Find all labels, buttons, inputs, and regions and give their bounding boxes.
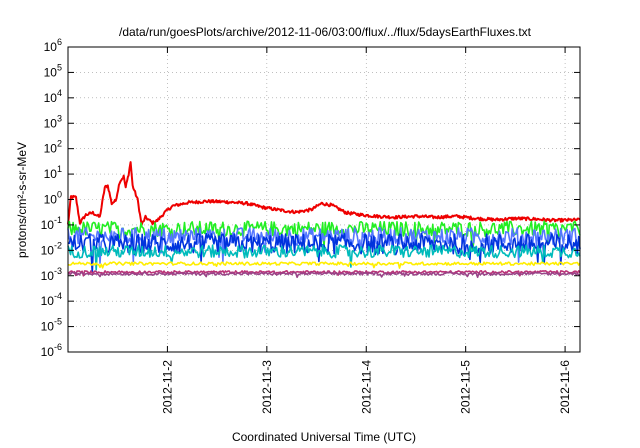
y-tick-label: 105: [44, 62, 62, 79]
series-line: [67, 271, 580, 279]
y-tick-label: 10-1: [41, 215, 62, 232]
series-line: [67, 161, 581, 227]
y-tick-label: 103: [44, 113, 62, 130]
x-tick-label: 2012-11-5: [459, 360, 473, 414]
gridlines: [68, 47, 580, 352]
y-tick-label: 104: [44, 88, 62, 105]
y-tick-label: 10-5: [41, 317, 62, 334]
y-tick-label: 10-6: [41, 342, 62, 359]
series-line: [67, 232, 581, 274]
y-axis: 10-6 10-5 10-4 10-3 10-2 10-1 100 101 102 103 104 1…: [41, 37, 580, 359]
y-axis-label: protons/cm²-s-sr-MeV: [15, 142, 29, 258]
x-tick-label: 2012-11-6: [558, 360, 572, 414]
series-line: [67, 270, 581, 277]
x-tick-label: 2012-11-2: [160, 360, 174, 414]
x-axis: 2012-11-2 2012-11-3 2012-11-4 2012-11-5 2012…: [160, 47, 572, 414]
x-tick-label: 2012-11-4: [359, 360, 373, 414]
y-tick-label: 10-3: [41, 266, 62, 283]
y-tick-label: 102: [44, 139, 62, 156]
y-tick-label: 10-4: [41, 291, 62, 308]
y-tick-label: 101: [44, 164, 62, 181]
series-line: [67, 261, 581, 269]
x-tick-label: 2012-11-3: [260, 360, 274, 414]
series-group: [67, 161, 581, 279]
y-tick-label: 106: [44, 37, 62, 54]
x-axis-label: Coordinated Universal Time (UTC): [232, 430, 416, 444]
chart-title: /data/run/goesPlots/archive/2012-11-06/0…: [119, 25, 532, 39]
y-tick-label: 100: [44, 190, 62, 207]
series-line: [67, 244, 581, 271]
y-tick-label: 10-2: [41, 240, 62, 257]
